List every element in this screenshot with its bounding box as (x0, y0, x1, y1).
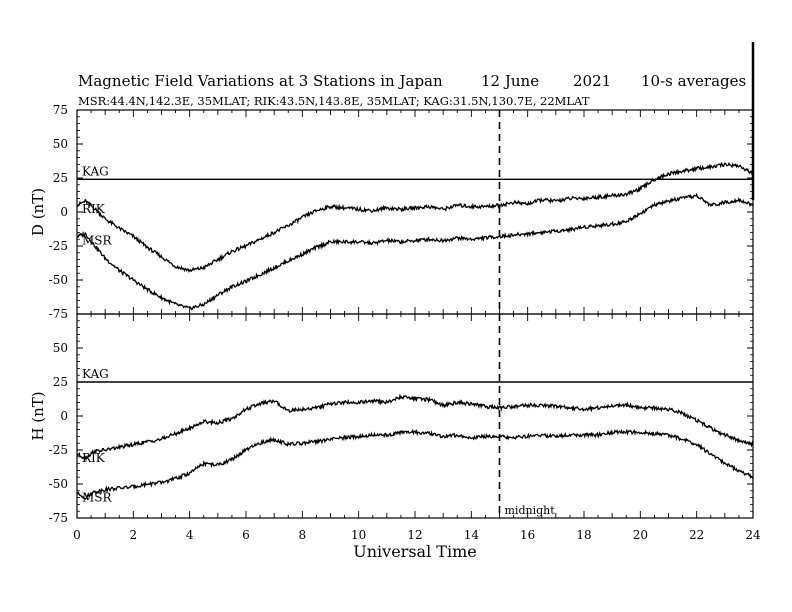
chart-year: 2021 (573, 72, 612, 90)
x-tick-label: 8 (299, 528, 307, 542)
panel-1-frame (76, 109, 754, 315)
y-tick-label: 50 (53, 137, 68, 151)
x-tick-label: 22 (689, 528, 704, 542)
y-tick-label: 50 (53, 341, 68, 355)
y-tick-label: -75 (49, 307, 68, 321)
x-tick-label: 6 (242, 528, 250, 542)
x-tick-label: 4 (186, 528, 194, 542)
y-tick-label: -25 (49, 239, 68, 253)
chart-date: 12 June (481, 72, 540, 90)
y-tick-label: -75 (49, 511, 68, 525)
x-tick-label: 10 (351, 528, 366, 542)
x-tick-label: 24 (745, 528, 761, 542)
x-tick-label: 2 (130, 528, 138, 542)
x-tick-label: 12 (407, 528, 422, 542)
series-label-rik: RIK (82, 202, 106, 216)
y-axis-label: H (nT) (29, 391, 47, 440)
panel-2-frame (76, 313, 754, 519)
midnight-label: midnight (505, 504, 556, 517)
y-tick-label: -50 (49, 477, 68, 491)
x-tick-label: 14 (464, 528, 480, 542)
y-axis-label: D (nT) (29, 188, 47, 236)
y-tick-label: 75 (53, 103, 68, 117)
x-tick-label: 18 (576, 528, 591, 542)
series-label-rik: RIK (82, 451, 106, 465)
series-msr-line (76, 192, 754, 311)
x-tick-label: 20 (633, 528, 648, 542)
series-msr-line (76, 428, 754, 500)
stations-subtitle: MSR:44.4N,142.3E, 35MLAT; RIK:43.5N,143.… (78, 94, 590, 108)
chart-averaging: 10-s averages (641, 72, 747, 90)
x-tick-label: 16 (520, 528, 535, 542)
chart-title: Magnetic Field Variations at 3 Stations … (78, 72, 443, 90)
y-tick-label: 25 (53, 375, 68, 389)
series-rik-line (76, 161, 754, 273)
x-tick-label: 0 (73, 528, 81, 542)
series-label-kag: KAG (82, 164, 109, 178)
y-tick-label: 25 (53, 171, 68, 185)
y-tick-label: 0 (60, 409, 68, 423)
x-axis-label: Universal Time (353, 542, 476, 561)
series-label-msr: MSR (82, 491, 113, 505)
series-label-msr: MSR (82, 233, 113, 247)
y-tick-label: -50 (49, 273, 68, 287)
series-rik-line (76, 393, 754, 462)
series-label-kag: KAG (82, 367, 109, 381)
y-tick-label: 0 (60, 205, 68, 219)
y-tick-label: -25 (49, 443, 68, 457)
